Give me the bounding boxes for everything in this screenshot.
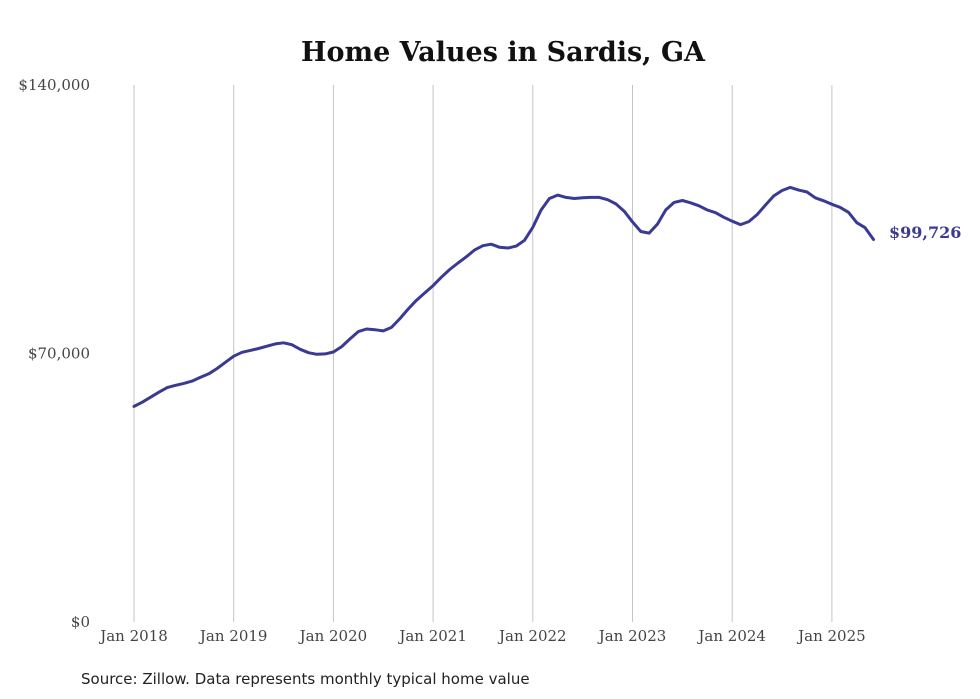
- x-tick-label-2024: Jan 2024: [696, 627, 766, 645]
- y-axis-tick-labels: $0 $70,000 $140,000: [18, 76, 90, 631]
- series-line-home-value: [132, 185, 875, 408]
- y-tick-label-0: $0: [71, 613, 90, 631]
- x-tick-label-2023: Jan 2023: [597, 627, 667, 645]
- last-value-label: $99,726: [889, 223, 961, 242]
- x-tick-label-2020: Jan 2020: [298, 627, 368, 645]
- x-tick-label-2021: Jan 2021: [397, 627, 467, 645]
- x-tick-label-2019: Jan 2019: [198, 627, 268, 645]
- source-note: Source: Zillow. Data represents monthly …: [81, 670, 530, 688]
- y-tick-label-70000: $70,000: [28, 345, 90, 363]
- x-tick-label-2025: Jan 2025: [796, 627, 866, 645]
- y-tick-label-140000: $140,000: [18, 76, 90, 94]
- x-axis-tick-labels: Jan 2018 Jan 2019 Jan 2020 Jan 2021 Jan 2022…: [98, 627, 865, 645]
- chart-title: Home Values in Sardis, GA: [301, 37, 706, 68]
- x-tick-label-2018: Jan 2018: [98, 627, 168, 645]
- x-tick-label-2022: Jan 2022: [497, 627, 567, 645]
